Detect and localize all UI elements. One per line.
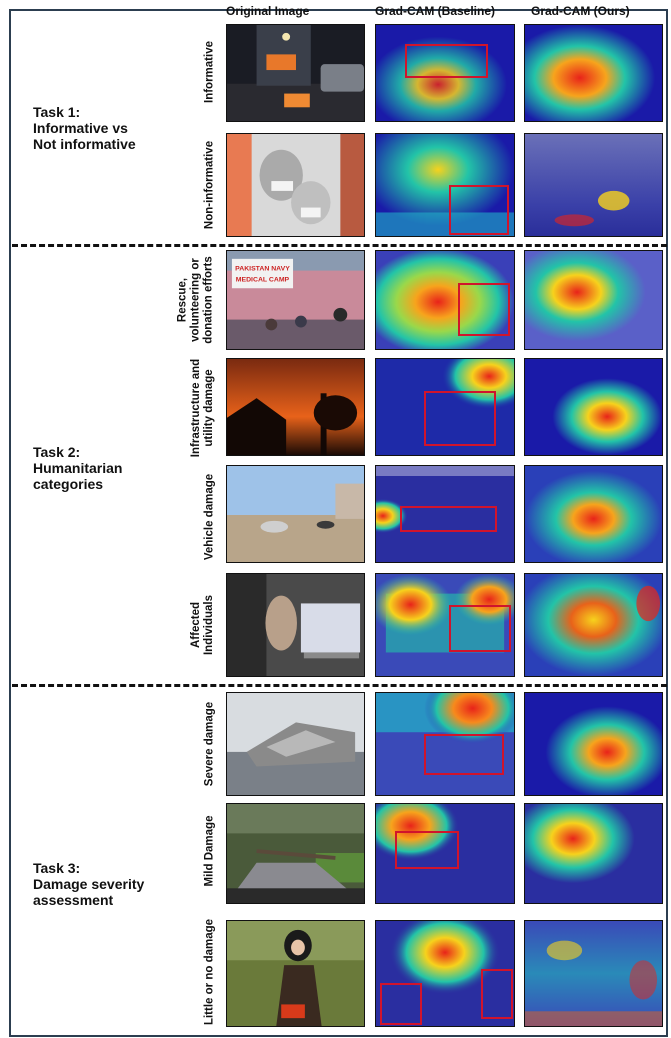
- column-header-original: Original Image: [226, 4, 310, 18]
- row-label-affected-individuals: Affected Individuals: [190, 594, 215, 656]
- ours-gradcam-non-informative: [524, 133, 663, 237]
- ours-gradcam-severe-damage: [524, 692, 663, 796]
- task-separator: [12, 684, 667, 687]
- row-label-mild-damage: Mild Damage: [203, 815, 216, 887]
- task-2-label: Task 2: Humanitarian categories: [33, 444, 123, 492]
- banner-text-line1: PAKISTAN NAVY: [235, 266, 290, 273]
- ours-gradcam-infrastructure: [524, 358, 663, 456]
- row-label-severe-damage: Severe damage: [203, 701, 216, 787]
- row-label-non-informative: Non-informative: [203, 140, 216, 230]
- row-label-rescue: Rescue, volunteering or donation efforts: [176, 256, 215, 344]
- original-image-non-informative: [226, 133, 365, 237]
- original-image-little-or-no-damage: [226, 920, 365, 1027]
- bbox-annotation: [405, 44, 488, 78]
- task-3-label: Task 3: Damage severity assessment: [33, 860, 145, 908]
- column-header-baseline: Grad-CAM (Baseline): [375, 4, 496, 18]
- baseline-gradcam-non-informative: [375, 133, 515, 237]
- original-image-severe-damage: [226, 692, 365, 796]
- ours-gradcam-mild-damage: [524, 803, 663, 904]
- bbox-annotation: [400, 506, 497, 532]
- bbox-annotation: [481, 969, 513, 1019]
- bbox-annotation: [424, 391, 496, 446]
- baseline-gradcam-severe-damage: [375, 692, 515, 796]
- baseline-gradcam-affected-individuals: [375, 573, 515, 677]
- bbox-annotation: [380, 983, 422, 1025]
- baseline-gradcam-mild-damage: [375, 803, 515, 904]
- bbox-annotation: [449, 185, 509, 235]
- bbox-annotation: [395, 831, 459, 869]
- original-image-vehicle-damage: [226, 465, 365, 563]
- ours-gradcam-affected-individuals: [524, 573, 663, 677]
- baseline-gradcam-infrastructure: [375, 358, 515, 456]
- row-label-vehicle-damage: Vehicle damage: [203, 473, 216, 561]
- original-image-rescue: PAKISTAN NAVY MEDICAL CAMP: [226, 250, 365, 350]
- original-image-mild-damage: [226, 803, 365, 904]
- task-1-label: Task 1: Informative vs Not informative: [33, 104, 136, 152]
- row-label-informative: Informative: [203, 41, 216, 103]
- padding-band: [376, 466, 514, 476]
- ours-gradcam-vehicle-damage: [524, 465, 663, 563]
- ours-gradcam-little-or-no-damage: [524, 920, 663, 1027]
- original-image-affected-individuals: [226, 573, 365, 677]
- bbox-annotation: [449, 605, 511, 652]
- ours-gradcam-informative: [524, 24, 663, 122]
- banner-text-line2: MEDICAL CAMP: [236, 276, 290, 283]
- ours-gradcam-rescue: [524, 250, 663, 350]
- row-label-infrastructure: Infrastructure and utility damage: [190, 358, 215, 458]
- bbox-annotation: [458, 283, 510, 336]
- baseline-gradcam-little-or-no-damage: [375, 920, 515, 1027]
- baseline-gradcam-rescue: [375, 250, 515, 350]
- original-image-informative: [226, 24, 365, 122]
- task-separator: [12, 244, 667, 247]
- figure-frame: [9, 9, 668, 1037]
- row-label-little-or-no-damage: Little or no damage: [203, 918, 216, 1026]
- bbox-annotation: [424, 734, 504, 775]
- baseline-gradcam-informative: [375, 24, 515, 122]
- column-header-ours: Grad-CAM (Ours): [531, 4, 630, 18]
- original-image-infrastructure: [226, 358, 365, 456]
- baseline-gradcam-vehicle-damage: [375, 465, 515, 563]
